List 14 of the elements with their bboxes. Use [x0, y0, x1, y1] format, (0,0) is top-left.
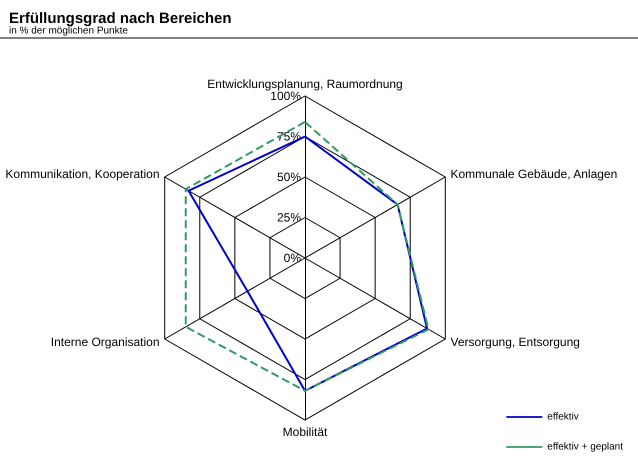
- y-tick-label: 100%: [270, 89, 302, 103]
- y-tick-label: 25%: [276, 210, 302, 224]
- spoke-label: Mobilität: [282, 425, 328, 439]
- y-tick-label: 0%: [284, 251, 302, 265]
- spoke-label: Kommunale Gebäude, Anlagen: [450, 167, 618, 181]
- spoke-label: Entwicklungsplanung, Raumordnung: [207, 77, 403, 91]
- spoke-label: Interne Organisation: [50, 335, 160, 349]
- spoke-label: Versorgung, Entsorgung: [450, 335, 580, 349]
- legend-label: effektiv + geplant: [547, 442, 624, 452]
- legend-label: effektiv: [547, 412, 579, 422]
- spoke-label: Kommunikation, Kooperation: [5, 167, 160, 181]
- chart-title: Erfüllungsgrad nach Bereichen: [9, 10, 232, 27]
- chart-subtitle: in % der möglichen Punkte: [9, 26, 128, 36]
- y-tick-label: 50%: [276, 170, 302, 184]
